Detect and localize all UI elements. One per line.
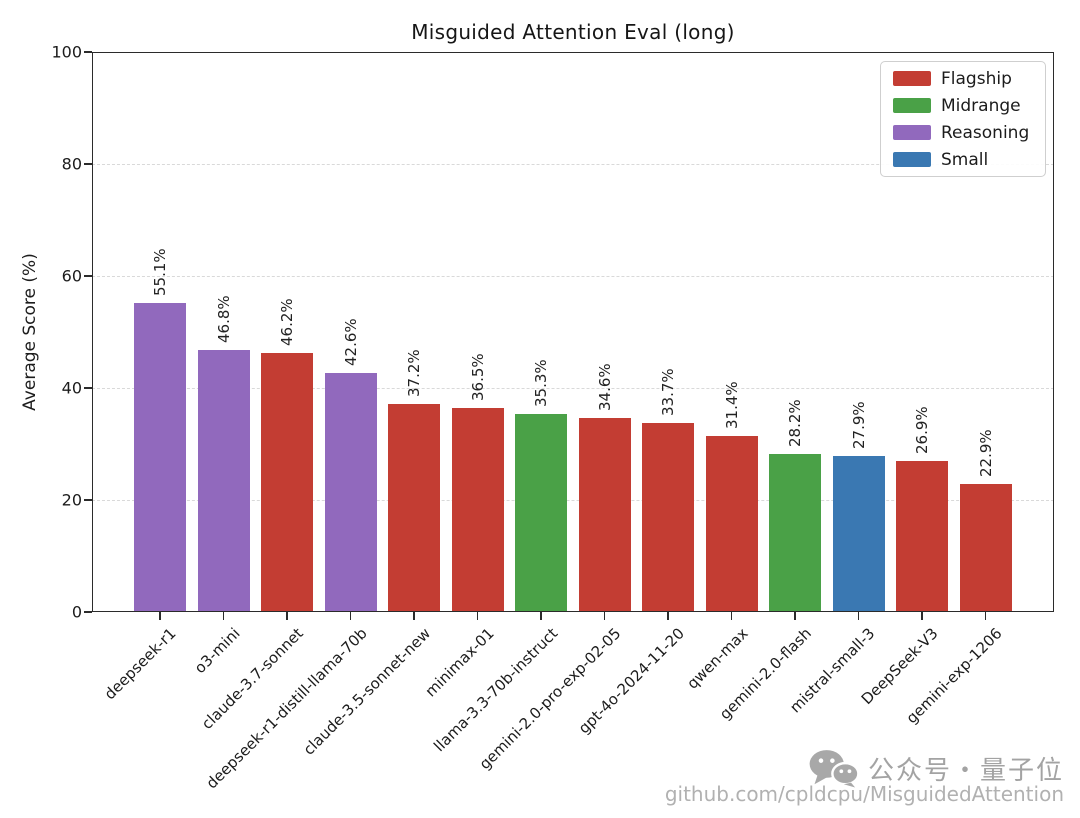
x-tick-mark [286,612,288,620]
x-tick-mark [413,612,415,620]
y-tick-mark [84,387,92,389]
x-tick-mark [159,612,161,620]
x-tick-label: qwen-max [683,624,752,693]
y-tick-label: 80 [61,154,82,174]
x-tick-mark [794,612,796,620]
chart-title: Misguided Attention Eval (long) [411,20,735,44]
y-tick-mark [84,499,92,501]
legend-item-reasoning: Reasoning [893,123,1033,143]
x-tick-mark [921,612,923,620]
bar-claude-3.7-sonnet [261,353,313,611]
legend-label: Flagship [941,68,1012,89]
legend-item-midrange: Midrange [893,96,1033,116]
legend-label: Small [941,149,989,170]
y-tick-mark [84,611,92,613]
x-tick-label: llama-3.3-70b-instruct [430,624,562,756]
y-tick-label: 100 [51,42,82,62]
bar-claude-3.5-sonnet-new [388,403,440,611]
watermark-repo-link: github.com/cpldcpu/MisguidedAttention [664,782,1064,806]
bar-DeepSeek-V3 [896,461,948,611]
y-gridline [92,500,1054,501]
watermark-brand-text: 公众号・量子位 [867,755,1064,786]
legend-label: Reasoning [941,122,1030,143]
x-tick-mark [476,612,479,620]
x-tick-mark [222,612,225,620]
x-tick-mark [349,612,352,620]
y-gridline [92,388,1054,389]
x-tick-mark [540,612,542,620]
y-gridline [92,276,1054,277]
y-tick-label: 20 [61,490,82,510]
y-tick-mark [84,163,92,165]
wechat-icon [809,750,860,788]
plot-frame [92,52,1054,612]
x-tick-label: deepseek-r1 [101,624,181,704]
bar-gemini-exp-1206 [959,483,1012,611]
x-tick-label: o3-mini [190,624,244,678]
x-tick-mark [730,612,733,620]
bar-deepseek-r1-distill-llama-70b [324,373,377,611]
small-color-swatch [893,152,931,167]
y-tick-label: 60 [61,266,82,286]
y-gridline [92,164,1054,165]
watermark: 公众号・量子位 github.com/cpldcpu/MisguidedAtte… [665,748,1064,806]
y-tick-mark [84,51,92,53]
y-tick-label: 0 [71,602,82,622]
legend-item-small: Small [893,150,1033,170]
y-tick-mark [84,275,92,277]
flagship-color-swatch [893,71,931,86]
bar-gemini-2.0-pro-exp-02-05 [578,418,631,611]
legend-label: Midrange [941,95,1021,116]
midrange-color-swatch [893,98,931,113]
x-tick-mark [667,612,669,620]
bar-qwen-max [705,436,758,611]
bar-llama-3.3-70b-instruct [515,414,567,611]
legend: Flagship Midrange Reasoning Small [880,61,1046,177]
bar-mistral-small-3 [832,455,885,611]
bar-o3-mini [197,349,250,611]
bar-deepseek-r1 [134,303,186,611]
x-tick-mark [984,612,987,620]
bar-minimax-01 [451,407,504,611]
legend-item-flagship: Flagship [893,69,1033,89]
reasoning-color-swatch [893,125,931,140]
x-tick-mark [857,612,860,620]
x-tick-label: claude-3.5-sonnet-new [299,624,435,759]
y-tick-label: 40 [61,378,82,398]
bar-gpt-4o-2024-11-20 [642,423,694,611]
bar-gemini-2.0-flash [769,454,821,611]
x-tick-mark [603,612,606,620]
